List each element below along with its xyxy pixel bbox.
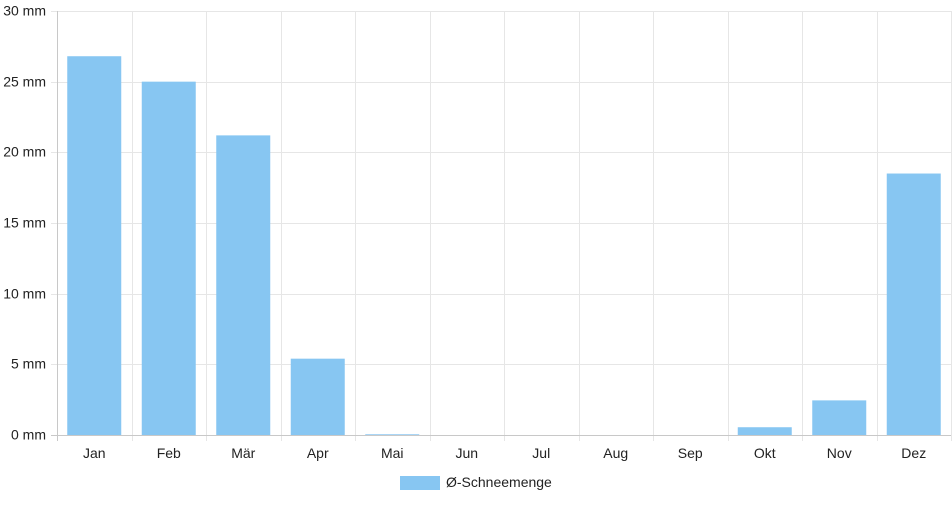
bar-jan[interactable] <box>67 56 122 436</box>
x-tick-labels: Jan Feb Mär Apr Mai Jun Jul Aug Sep Okt Nov Dez <box>83 445 926 461</box>
y-tick-labels: 0 mm 5 mm 10 mm 15 mm 20 mm 25 mm 30 mm <box>3 3 46 443</box>
x-tick-label: Jan <box>83 445 106 461</box>
y-tick-label: 5 mm <box>11 356 46 372</box>
legend[interactable]: Ø-Schneemenge <box>400 474 552 490</box>
bar-feb[interactable] <box>141 81 196 436</box>
x-tick-label: Jul <box>532 445 550 461</box>
bar-mär[interactable] <box>216 135 271 435</box>
x-tick-label: Okt <box>754 445 776 461</box>
y-tick-label: 10 mm <box>3 286 46 302</box>
y-tick-label: 30 mm <box>3 3 46 19</box>
x-tick-label: Jun <box>455 445 478 461</box>
y-tick-label: 20 mm <box>3 144 46 160</box>
y-tick-label: 15 mm <box>3 215 46 231</box>
x-tick-label: Mär <box>231 445 255 461</box>
bar-nov[interactable] <box>812 400 867 435</box>
legend-label[interactable]: Ø-Schneemenge <box>446 474 552 490</box>
x-tick-label: Feb <box>157 445 181 461</box>
bar-mai[interactable] <box>365 434 420 435</box>
bars <box>67 56 941 436</box>
x-tick-label: Dez <box>901 445 926 461</box>
y-tick-label: 25 mm <box>3 74 46 90</box>
grid-lines <box>51 11 952 441</box>
bar-apr[interactable] <box>290 358 345 435</box>
bar-okt[interactable] <box>737 427 792 435</box>
x-tick-label: Mai <box>381 445 404 461</box>
bar-dez[interactable] <box>886 173 941 436</box>
x-tick-label: Nov <box>827 445 852 461</box>
legend-swatch[interactable] <box>400 476 440 490</box>
x-tick-label: Aug <box>603 445 628 461</box>
y-tick-label: 0 mm <box>11 427 46 443</box>
x-tick-label: Apr <box>307 445 329 461</box>
x-tick-label: Sep <box>678 445 703 461</box>
